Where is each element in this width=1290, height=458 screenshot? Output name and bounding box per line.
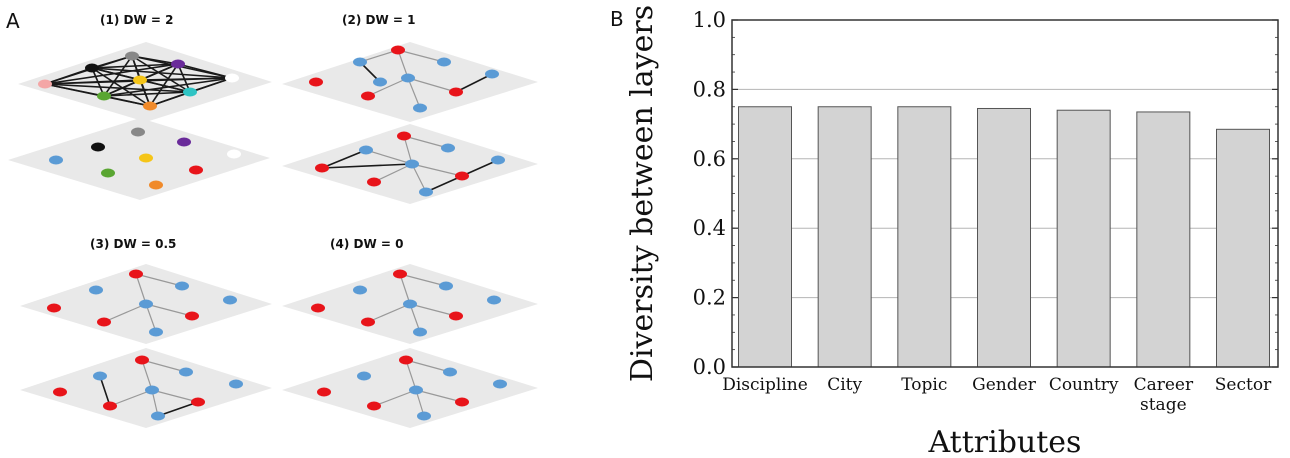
x-tick-label: Topic (901, 375, 947, 395)
x-axis-title: Attributes (928, 425, 1082, 458)
bar-sector (1216, 128, 1270, 368)
subpanel-2-label: (2) DW = 1 (342, 13, 415, 27)
x-tick-label: stage (1140, 395, 1187, 415)
x-tick-label: City (827, 375, 862, 395)
bottom-layer-plate (8, 118, 270, 200)
subpanel-1-label: (1) DW = 2 (100, 13, 173, 27)
bar-gender (977, 107, 1031, 368)
x-tick-label: Gender (972, 375, 1037, 395)
panel-a-letter: A (6, 9, 20, 33)
y-tick-label: 0.4 (693, 216, 726, 240)
bars (738, 106, 1270, 368)
y-tick-label: 0.8 (693, 77, 726, 101)
top-layer-nodes (38, 51, 239, 111)
bar-discipline (738, 106, 792, 368)
subpanel-3-label: (3) DW = 0.5 (90, 237, 176, 251)
bar-city (817, 106, 872, 368)
y-axis-title: Diversity between layers (625, 5, 660, 382)
y-tick-label: 0.2 (693, 286, 726, 310)
bar-country (1056, 109, 1111, 368)
subpanel-2: (2) DW = 1 (282, 13, 538, 204)
panel-a-network-layers: A (1) DW = 2 (6, 9, 538, 428)
y-tick-label: 1.0 (693, 8, 726, 32)
subpanel-3: (3) DW = 0.5 (20, 237, 272, 428)
panel-b-bar-chart: B 0.0 0.2 0.4 0.6 0.8 1.0 Discipline City Topic… (610, 5, 1279, 458)
x-axis-ticks: Discipline City Topic Gender Country Careerst… (722, 375, 1272, 415)
bar-career-stage (1136, 111, 1191, 368)
y-tick-label: 0.6 (693, 147, 726, 171)
subpanel-4-label: (4) DW = 0 (330, 237, 403, 251)
x-tick-label: Country (1049, 375, 1119, 395)
y-axis-ticks: 0.0 0.2 0.4 0.6 0.8 1.0 (693, 8, 1278, 379)
y-tick-label: 0.0 (693, 355, 726, 379)
bottom-layer-nodes (49, 127, 241, 190)
subpanel-4: (4) DW = 0 (282, 237, 538, 428)
panel-b-letter: B (610, 7, 624, 31)
x-tick-label: Career (1134, 375, 1194, 395)
subpanel-1: (1) DW = 2 (8, 13, 272, 200)
bar-topic (897, 106, 952, 368)
x-tick-label: Discipline (722, 375, 808, 395)
x-tick-label: Sector (1215, 375, 1272, 395)
